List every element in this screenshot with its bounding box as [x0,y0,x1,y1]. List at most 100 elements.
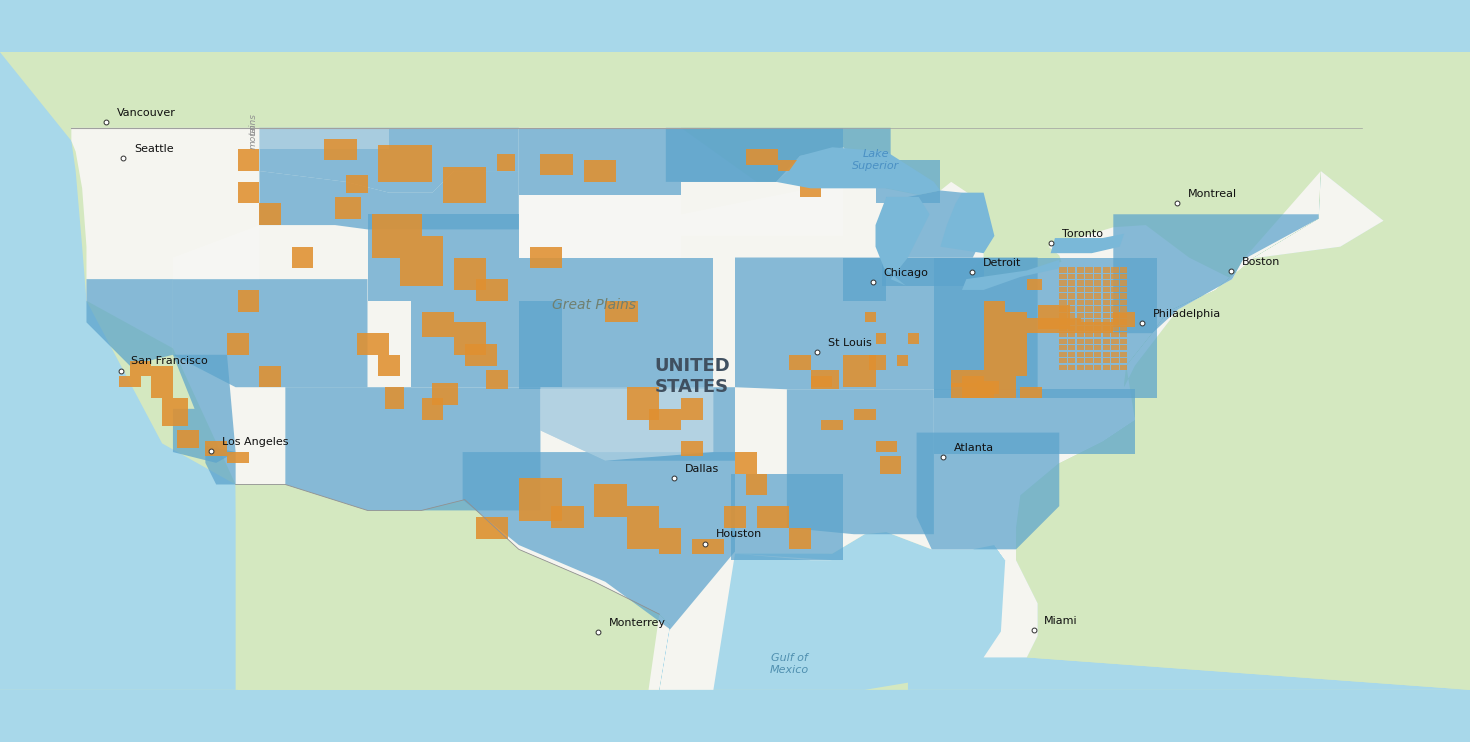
Polygon shape [1076,300,1083,305]
Polygon shape [238,182,259,203]
Polygon shape [1060,364,1067,370]
Polygon shape [372,214,422,257]
Polygon shape [1067,332,1076,338]
Polygon shape [810,370,839,390]
Polygon shape [1094,300,1101,305]
Polygon shape [325,139,357,160]
Polygon shape [400,257,442,286]
Polygon shape [854,409,876,420]
Polygon shape [1120,358,1127,364]
Polygon shape [1076,352,1083,357]
Polygon shape [1060,280,1067,286]
Polygon shape [1120,332,1127,338]
Polygon shape [1102,286,1110,292]
Polygon shape [1120,300,1127,305]
Polygon shape [0,52,238,690]
Polygon shape [226,333,248,355]
Polygon shape [822,420,844,430]
Polygon shape [1076,267,1083,272]
Polygon shape [735,452,757,473]
Polygon shape [1085,267,1092,272]
Polygon shape [173,279,368,387]
Polygon shape [422,312,454,338]
Polygon shape [725,506,745,528]
Polygon shape [1076,312,1083,318]
Polygon shape [1076,293,1083,298]
Polygon shape [1060,312,1067,318]
Polygon shape [1111,326,1119,331]
Polygon shape [1060,286,1067,292]
Polygon shape [1094,319,1101,324]
Polygon shape [519,195,681,257]
Polygon shape [432,383,459,404]
Polygon shape [1111,300,1119,305]
Polygon shape [1120,338,1127,344]
Polygon shape [173,355,235,463]
Polygon shape [285,387,541,510]
Polygon shape [541,154,573,175]
Polygon shape [1094,332,1101,338]
Polygon shape [776,147,941,195]
Polygon shape [961,376,1016,398]
Polygon shape [978,381,998,394]
Polygon shape [541,387,713,461]
Text: Dallas: Dallas [685,464,719,474]
Polygon shape [519,195,713,390]
Polygon shape [876,160,941,203]
Polygon shape [876,197,929,286]
Polygon shape [1060,319,1067,324]
Polygon shape [206,441,226,456]
Polygon shape [1085,312,1092,318]
Polygon shape [487,370,509,390]
Text: Toronto: Toronto [1061,229,1102,239]
Text: Chicago: Chicago [883,268,929,278]
Polygon shape [731,473,844,560]
Polygon shape [1067,274,1076,279]
Polygon shape [648,409,681,430]
Polygon shape [178,430,198,447]
Polygon shape [1028,318,1080,333]
Polygon shape [541,387,735,461]
Polygon shape [1111,332,1119,338]
Polygon shape [882,191,983,257]
Polygon shape [1060,267,1067,272]
Polygon shape [1060,306,1067,312]
Text: Gulf of
Mexico: Gulf of Mexico [769,653,809,674]
Polygon shape [357,333,390,355]
Polygon shape [1111,293,1119,298]
Polygon shape [757,506,789,528]
Polygon shape [519,128,681,195]
Polygon shape [1060,293,1067,298]
Polygon shape [1102,332,1110,338]
Polygon shape [1102,338,1110,344]
Polygon shape [951,383,994,398]
Text: Miami: Miami [1044,616,1078,626]
Polygon shape [1120,312,1127,318]
Polygon shape [151,383,173,398]
Polygon shape [876,333,886,344]
Polygon shape [72,128,1383,690]
Polygon shape [1111,280,1119,286]
Polygon shape [1085,274,1092,279]
Polygon shape [681,128,844,182]
Polygon shape [1111,274,1119,279]
Polygon shape [789,355,810,370]
Polygon shape [735,257,1038,390]
Polygon shape [1060,345,1067,350]
Polygon shape [1067,319,1076,324]
Polygon shape [941,193,994,253]
Polygon shape [1085,280,1092,286]
Polygon shape [385,387,404,409]
Text: Houston: Houston [716,529,763,539]
Polygon shape [1067,338,1076,344]
Polygon shape [626,506,660,549]
Polygon shape [1120,286,1127,292]
Polygon shape [119,376,141,387]
Text: Boston: Boston [1242,257,1280,267]
Polygon shape [681,398,703,420]
Polygon shape [1102,345,1110,350]
Polygon shape [476,517,509,539]
Polygon shape [1111,306,1119,312]
Polygon shape [378,145,432,182]
Polygon shape [1111,345,1119,350]
